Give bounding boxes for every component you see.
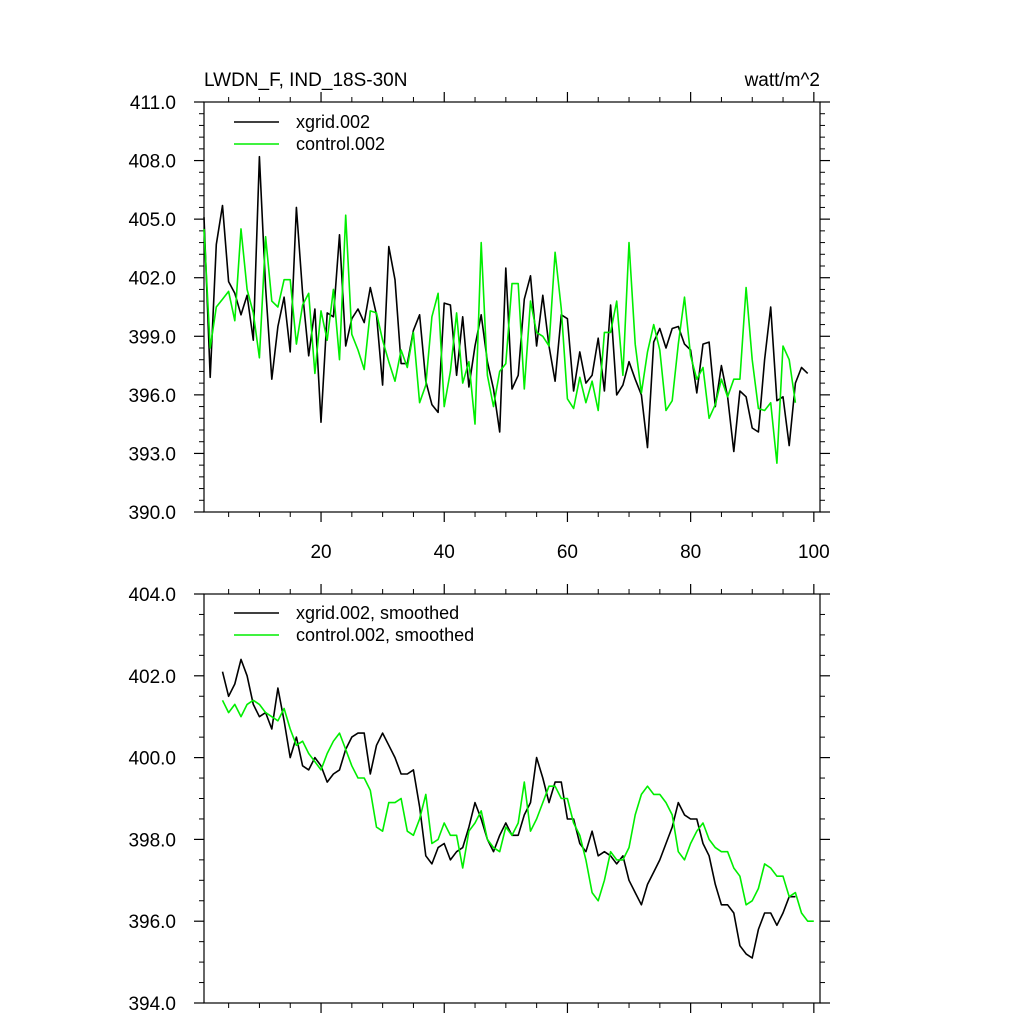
series-line bbox=[203, 214, 797, 465]
y-tick-label: 402.0 bbox=[128, 269, 176, 290]
plot-frame bbox=[203, 101, 821, 513]
x-tick-label: 80 bbox=[680, 542, 701, 563]
y-tick-label: 396.0 bbox=[128, 912, 176, 933]
series-line bbox=[203, 155, 809, 453]
y-tick-label: 400.0 bbox=[128, 749, 176, 770]
legend-label: control.002 bbox=[296, 134, 385, 154]
y-tick-label: 404.0 bbox=[128, 585, 176, 606]
y-tick-label: 402.0 bbox=[128, 667, 176, 688]
series-line bbox=[221, 658, 796, 959]
y-tick-label: 405.0 bbox=[128, 210, 176, 231]
x-tick-label: 60 bbox=[557, 542, 578, 563]
legend-label: control.002, smoothed bbox=[296, 625, 474, 645]
legend-label: xgrid.002 bbox=[296, 112, 370, 132]
x-tick-label: 40 bbox=[434, 542, 455, 563]
legend-label: xgrid.002, smoothed bbox=[296, 603, 459, 623]
units-label: watt/m^2 bbox=[744, 70, 820, 91]
y-tick-label: 399.0 bbox=[128, 327, 176, 348]
y-tick-label: 408.0 bbox=[128, 152, 176, 173]
y-tick-label: 394.0 bbox=[128, 994, 176, 1015]
bottom-panel: 394.0 396.0 398.0 400.0 402.0 404.0 xgrid.002,… bbox=[128, 584, 830, 1015]
y-tick-label: 398.0 bbox=[128, 830, 176, 851]
x-tick-label: 100 bbox=[798, 542, 830, 563]
chart-title: LWDN_F, IND_18S-30N bbox=[204, 70, 407, 91]
y-tick-label: 396.0 bbox=[128, 386, 176, 407]
x-tick-label: 20 bbox=[310, 542, 331, 563]
top-panel: 390.0 393.0 396.0 399.0 402.0 405.0 408.0 411.0… bbox=[128, 92, 830, 563]
y-tick-label: 393.0 bbox=[128, 444, 176, 465]
plot-frame bbox=[203, 593, 821, 1004]
y-tick-label: 411.0 bbox=[130, 93, 176, 114]
series-line bbox=[221, 699, 814, 923]
y-tick-label: 390.0 bbox=[128, 503, 176, 524]
